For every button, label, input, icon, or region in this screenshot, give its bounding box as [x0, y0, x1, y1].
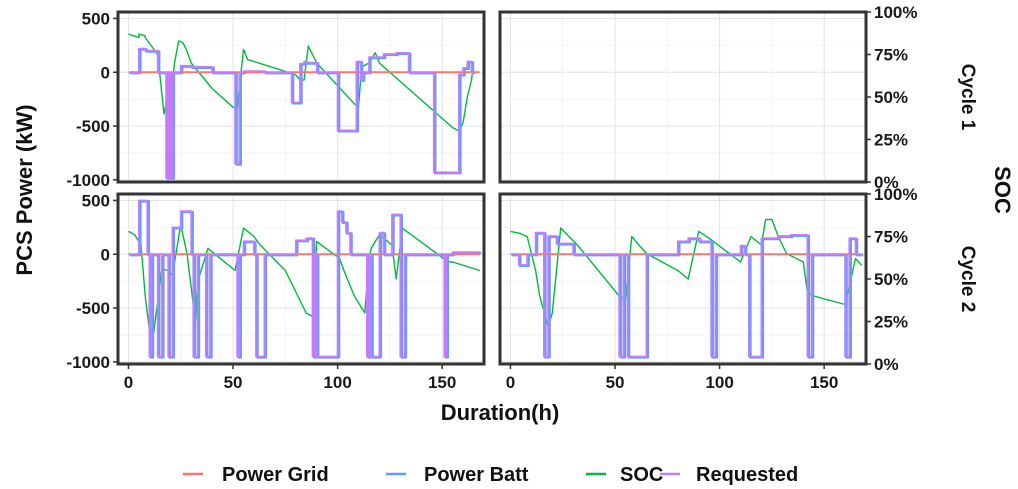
y-tick-label: -1000: [67, 171, 110, 190]
legend-label-power-batt: Power Batt: [424, 464, 529, 486]
soc-tick-label: 75%: [874, 228, 908, 247]
panel-1-2: [498, 10, 868, 184]
panel-border: [116, 10, 486, 184]
x-tick-label: 150: [810, 373, 838, 392]
series-requested: [510, 231, 862, 358]
y-tick-label: 0: [101, 63, 110, 82]
x-tick-label: 50: [606, 373, 625, 392]
y-tick-label: 500: [82, 191, 110, 210]
bottom-axis: 0 50 100 150 0 50 100 150: [124, 364, 838, 392]
soc-tick-label: 50%: [874, 270, 908, 289]
right-axis: 0%25%50%75%100%0%25%50%75%100%: [866, 3, 917, 374]
soc-tick-label: 100%: [874, 3, 917, 22]
strip-label-cycle-2: Cycle 2: [957, 246, 978, 313]
x-tick-label: 100: [705, 373, 733, 392]
series-soc: [128, 223, 481, 335]
series-group: [510, 218, 864, 359]
legend-label-soc: SOC: [620, 464, 663, 486]
x-tick-label: 0: [124, 373, 133, 392]
soc-tick-label: 25%: [874, 313, 908, 332]
soc-tick-label: 25%: [874, 131, 908, 150]
y-tick-label: -500: [76, 299, 110, 318]
y-tick-label: 500: [82, 9, 110, 28]
soc-tick-label: 50%: [874, 88, 908, 107]
panel-2-2: [498, 192, 868, 366]
series-requested: [128, 199, 480, 358]
y-tick-label: -1000: [67, 353, 110, 372]
soc-tick-label: 0%: [874, 355, 899, 374]
panel-background: [118, 194, 484, 364]
x-tick-label: 150: [428, 373, 456, 392]
panel-2-1: [116, 192, 486, 366]
panel-1-1: [116, 10, 486, 184]
series-group: [128, 33, 480, 180]
strip-label-cycle-1: Cycle 1: [957, 64, 978, 131]
x-tick-label: 0: [506, 373, 515, 392]
panels: [116, 10, 868, 366]
x-tick-label: 100: [323, 373, 351, 392]
y-tick-label: 0: [101, 245, 110, 264]
legend: Power Grid Power Batt SOC Requested: [183, 464, 798, 486]
series-group: [128, 199, 482, 359]
soc-tick-label: 100%: [874, 185, 917, 204]
y-axis-title-right: SOC: [990, 166, 1015, 214]
y-axis-title-left: PCS Power (kW): [12, 104, 37, 275]
soc-tick-label: 75%: [874, 46, 908, 65]
legend-label-requested: Requested: [696, 464, 798, 486]
soc-tick-label: 0%: [874, 173, 899, 192]
x-axis-title: Duration(h): [441, 400, 560, 425]
panel-background: [500, 12, 866, 182]
legend-label-power-grid: Power Grid: [222, 464, 329, 486]
y-tick-label: -500: [76, 117, 110, 136]
series-requested: [128, 47, 474, 179]
x-tick-label: 50: [224, 373, 243, 392]
panel-border: [116, 192, 486, 366]
